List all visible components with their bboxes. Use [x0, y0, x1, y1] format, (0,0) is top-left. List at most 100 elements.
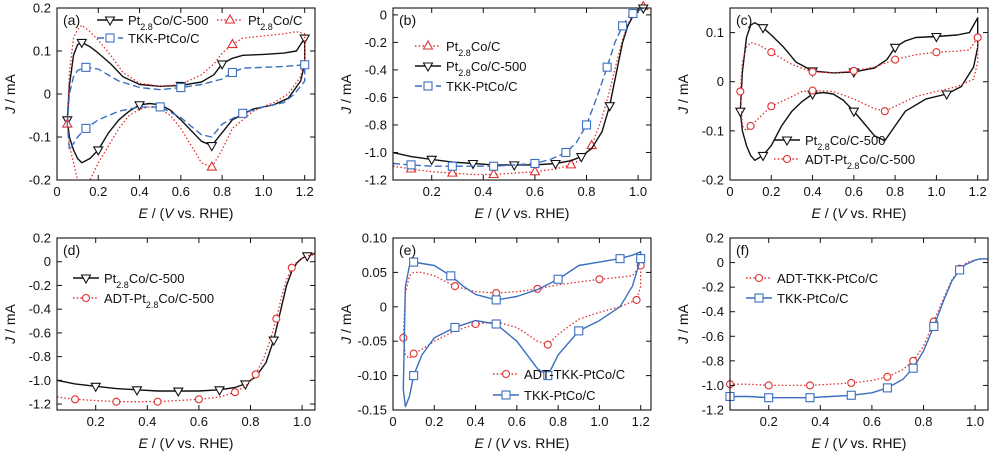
legend-label: Pt2.8Co/C-500 [446, 59, 526, 78]
series-point-1 [765, 394, 773, 402]
series-point-1 [850, 67, 857, 74]
x-tick-label: 0.2 [425, 414, 443, 429]
x-tick-label: 1.0 [590, 414, 608, 429]
series-point-1 [737, 88, 744, 95]
y-axis-title: J / mA [675, 74, 691, 115]
series-point-1 [930, 322, 938, 330]
x-tick-label: 1.2 [969, 184, 987, 199]
legend-marker [106, 34, 114, 42]
series-point-1 [809, 87, 816, 94]
series-point-0 [207, 143, 216, 151]
figure: 0 0.2 0.4 0.6 0.8 1.0 1.2 0.2 0.10 -0.1 -0.2 E / (V… [0, 0, 1000, 459]
series-line-0 [67, 38, 304, 163]
series-point-0 [848, 379, 855, 386]
x-tick-label: 0.8 [886, 184, 904, 199]
series-point-0 [596, 276, 603, 283]
series-point-1 [551, 160, 560, 168]
series-point-2 [583, 121, 591, 129]
y-tick-label: -0.10 [357, 368, 387, 383]
y-tick-label: -0.2 [702, 173, 724, 188]
legend: Pt2.8Co/C-500 Pt2.8Co/C TKK-PtCo/C [97, 13, 302, 46]
legend-label: Pt2.8Co/C-500 [128, 13, 208, 32]
series-point-1 [468, 160, 477, 168]
x-tick-label: 0.4 [467, 414, 485, 429]
legend-marker [756, 275, 763, 282]
x-tick-label: 0.4 [474, 184, 492, 199]
y-tick-label: -0.4 [29, 302, 51, 317]
x-tick-label: 0.8 [914, 414, 932, 429]
x-tick-label: 1.2 [632, 414, 650, 429]
legend-label: ADT-Pt2.8Co/C-500 [805, 152, 915, 171]
series-point-0 [759, 152, 768, 160]
y-tick-label: 0 [380, 7, 387, 22]
series-point-1 [933, 49, 940, 56]
series-point-2 [228, 69, 236, 77]
x-tick-label: 0 [389, 414, 396, 429]
legend-marker [82, 275, 91, 283]
series-point-1 [72, 396, 79, 403]
series-point-1 [451, 323, 459, 331]
legend-marker [424, 63, 433, 71]
x-tick-label: 0.2 [760, 414, 778, 429]
y-tick-label: -1.0 [365, 145, 387, 160]
series-line-0 [403, 266, 640, 359]
series-point-1 [113, 398, 120, 405]
x-tick-label: 0.2 [87, 414, 105, 429]
series-point-2 [301, 61, 309, 69]
series-line-1 [403, 252, 640, 407]
legend-label: Pt2.8Co/C [248, 13, 302, 32]
panel-label: (b) [399, 12, 416, 28]
series-point-0 [806, 382, 813, 389]
y-tick-label: -1.2 [702, 403, 724, 418]
series-point-1 [288, 264, 295, 271]
x-tick-label: 0.2 [762, 184, 780, 199]
series-point-0 [932, 34, 941, 42]
series-point-0 [765, 382, 772, 389]
y-tick-label: -0.4 [365, 62, 387, 77]
series-point-0 [410, 350, 417, 357]
y-tick-label: 0 [717, 255, 724, 270]
series-point-2 [156, 103, 164, 111]
series-point-1 [410, 258, 418, 266]
y-tick-label: 0.10 [362, 231, 387, 246]
legend: Pt2.8Co/CPt2.8Co/C-500TKK-PtCo/C [415, 39, 526, 94]
legend-marker [424, 41, 433, 49]
panel-label: (a) [63, 12, 80, 28]
series-point-2 [407, 161, 415, 169]
series-point-1 [228, 40, 237, 48]
y-axis-title: J / mA [2, 304, 18, 345]
series-point-2 [562, 148, 570, 156]
panel-f: 0.2 0.4 0.6 0.8 1.0 0.2 0 -0.2 -0.4 -0.6 -0.8 -1.0 -… [675, 231, 988, 452]
x-tick-label: 0.2 [423, 184, 441, 199]
legend-marker [424, 82, 432, 90]
y-tick-label: 0 [44, 87, 51, 102]
series-point-1 [974, 34, 981, 41]
panel-label: (d) [63, 242, 80, 258]
x-tick-label: 0.6 [172, 184, 190, 199]
x-tick-label: 1.0 [293, 414, 311, 429]
panel-c: 0 0.2 0.4 0.6 0.8 1.0 1.20.10-0.1-0.2E / (V vs… [675, 8, 988, 221]
x-tick-label: 0.2 [89, 184, 107, 199]
y-tick-label: 0 [717, 74, 724, 89]
series-point-1 [554, 275, 562, 283]
series-point-0 [215, 387, 224, 395]
legend-label: ADT-TKK-PtCo/C [524, 367, 625, 382]
series-point-2 [177, 84, 185, 92]
series-point-1 [605, 103, 614, 111]
y-tick-label: -0.1 [29, 130, 51, 145]
series-point-1 [510, 162, 519, 170]
series-point-1 [492, 320, 500, 328]
legend: Pt2.8Co/C-500ADT-Pt2.8Co/C-500 [73, 271, 214, 310]
y-tick-label: -0.2 [29, 173, 51, 188]
series-point-0 [884, 373, 891, 380]
series-point-1 [909, 364, 917, 372]
x-axis-title: E / (V vs. RHE) [812, 435, 907, 451]
x-tick-label: 1.2 [296, 184, 314, 199]
y-tick-label: -0.8 [365, 117, 387, 132]
series-point-1 [492, 296, 500, 304]
x-axis-title: E / (V vs. RHE) [139, 435, 234, 451]
y-tick-label: -0.2 [29, 278, 51, 293]
x-tick-label: 1.0 [966, 414, 984, 429]
legend: ADT-TKK-PtCo/C TKK-PtCo/C [746, 271, 878, 306]
series-point-1 [637, 255, 645, 263]
